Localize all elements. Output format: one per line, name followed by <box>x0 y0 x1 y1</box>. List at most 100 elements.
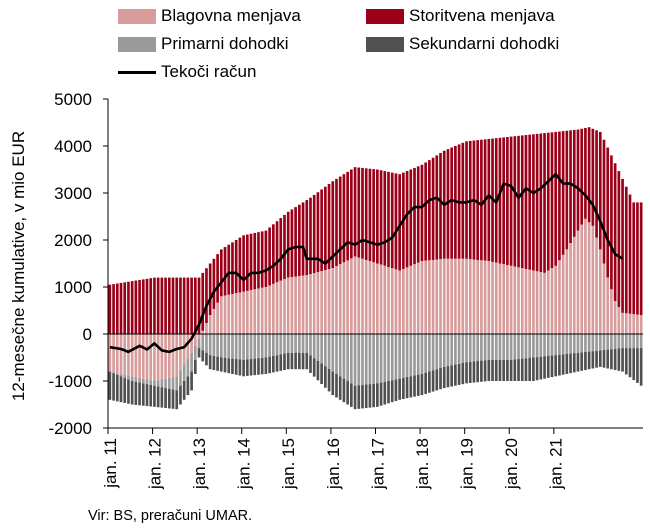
bar-goods <box>149 334 153 381</box>
bar-goods <box>160 334 164 380</box>
bar-goods <box>636 314 639 334</box>
bar-goods <box>483 260 487 334</box>
bar-services <box>108 284 112 334</box>
bar-goods <box>242 291 245 334</box>
bar-secondary <box>271 355 275 373</box>
bar-goods <box>346 260 349 334</box>
bar-secondary <box>636 348 639 383</box>
bar-primary <box>324 334 327 367</box>
bar-goods <box>442 258 446 334</box>
bar-goods <box>182 334 186 365</box>
bar-goods <box>461 258 465 334</box>
bar-goods <box>279 280 283 334</box>
bar-primary <box>639 334 643 349</box>
bar-goods <box>405 267 409 334</box>
bar-primary <box>379 334 383 383</box>
bar-primary <box>353 334 357 386</box>
bar-primary <box>580 334 584 353</box>
bar-secondary <box>483 360 487 382</box>
bar-primary <box>301 334 305 353</box>
bar-secondary <box>610 349 613 370</box>
bar-primary <box>376 334 379 384</box>
legend-item-services: Storitvena menjava <box>366 6 555 26</box>
bar-primary <box>112 372 115 374</box>
bar-secondary <box>572 353 576 373</box>
bar-goods <box>565 249 569 334</box>
bar-goods <box>494 262 498 334</box>
legend-swatch-primary <box>118 36 156 52</box>
bar-goods <box>175 334 179 377</box>
bar-primary <box>208 334 212 356</box>
bar-services <box>584 127 587 219</box>
bar-primary <box>141 378 145 384</box>
bar-secondary <box>257 358 260 375</box>
bar-primary <box>275 334 279 356</box>
bar-services <box>398 174 401 271</box>
bar-secondary <box>201 350 205 362</box>
bar-goods <box>260 287 264 334</box>
legend-label-current: Tekoči račun <box>161 62 257 81</box>
bar-goods <box>502 264 506 334</box>
bar-primary <box>498 334 502 360</box>
bar-secondary <box>528 357 532 381</box>
bar-secondary <box>595 350 598 368</box>
bar-primary <box>491 334 494 360</box>
bar-secondary <box>442 366 446 389</box>
bar-secondary <box>617 348 621 371</box>
x-tick-label: jan. 11 <box>101 438 120 489</box>
bar-services <box>160 277 164 334</box>
bar-services <box>413 167 416 265</box>
bar-services <box>335 178 338 267</box>
bar-secondary <box>394 379 398 401</box>
bar-primary <box>509 334 513 360</box>
bar-secondary <box>275 355 279 372</box>
bar-services <box>502 137 506 265</box>
bar-goods <box>171 334 175 378</box>
bar-primary <box>535 334 539 358</box>
bar-secondary <box>435 369 439 391</box>
bar-secondary <box>621 348 624 372</box>
bar-primary <box>446 334 450 367</box>
bar-primary <box>297 334 301 353</box>
bar-secondary <box>342 378 346 403</box>
bar-goods <box>379 264 383 334</box>
bar-secondary <box>297 352 301 370</box>
bar-goods <box>468 259 472 334</box>
bar-secondary <box>383 381 387 405</box>
bar-secondary <box>167 388 171 409</box>
bar-primary <box>368 334 372 385</box>
bar-goods <box>324 270 327 334</box>
bar-goods <box>584 218 587 334</box>
bar-secondary <box>160 387 164 408</box>
bar-services <box>201 272 205 331</box>
bar-primary <box>309 334 312 356</box>
y-tick-label: 0 <box>83 325 92 344</box>
bar-primary <box>364 334 368 385</box>
bar-services <box>130 281 134 334</box>
bar-primary <box>271 334 275 356</box>
bar-goods <box>402 268 405 334</box>
bar-goods <box>428 260 431 334</box>
bar-secondary <box>186 376 190 396</box>
bar-goods <box>506 265 509 334</box>
bar-primary <box>138 377 141 383</box>
bar-services <box>149 278 153 334</box>
bar-goods <box>153 334 156 381</box>
bar-services <box>327 183 331 270</box>
bar-secondary <box>379 382 383 406</box>
bar-primary <box>153 381 156 386</box>
bar-services <box>219 249 223 297</box>
bar-secondary <box>431 370 435 392</box>
bar-goods <box>327 269 331 334</box>
bar-services <box>368 168 372 262</box>
bar-secondary <box>416 374 420 396</box>
bar-goods <box>372 262 375 334</box>
bar-goods <box>186 334 190 359</box>
bar-secondary <box>149 384 153 407</box>
bar-goods <box>353 256 357 334</box>
bar-services <box>238 237 242 293</box>
bar-secondary <box>361 384 364 409</box>
bar-goods <box>119 334 123 374</box>
bars-layer <box>108 127 643 410</box>
